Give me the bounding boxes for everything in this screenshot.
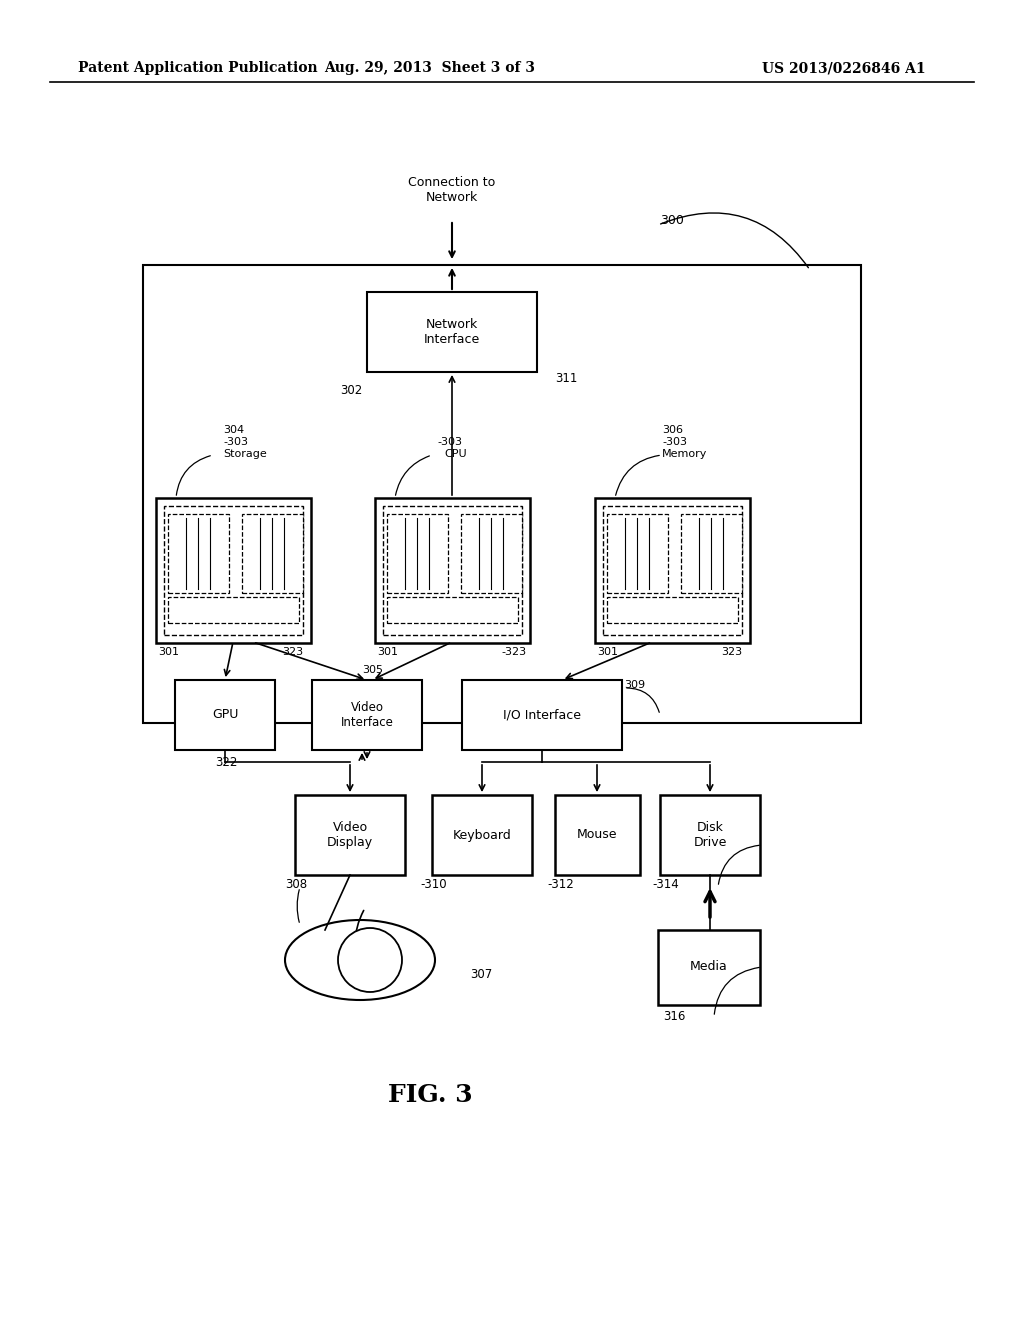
Bar <box>658 931 760 1005</box>
Text: 322: 322 <box>215 755 238 768</box>
Text: 308: 308 <box>285 879 307 891</box>
Text: Video
Display: Video Display <box>327 821 373 849</box>
Text: -303: -303 <box>437 437 462 447</box>
Text: I/O Interface: I/O Interface <box>503 709 581 722</box>
Bar <box>461 513 522 593</box>
Text: Storage: Storage <box>223 449 266 459</box>
Text: Network
Interface: Network Interface <box>424 318 480 346</box>
Bar <box>607 597 738 623</box>
Text: US 2013/0226846 A1: US 2013/0226846 A1 <box>762 61 926 75</box>
Bar <box>375 498 530 643</box>
Text: 323: 323 <box>282 647 303 657</box>
Circle shape <box>338 928 402 993</box>
Bar <box>156 498 311 643</box>
Ellipse shape <box>285 920 435 1001</box>
Bar <box>312 680 422 750</box>
Bar <box>383 506 522 635</box>
Text: Video
Interface: Video Interface <box>341 701 393 729</box>
Bar <box>462 680 622 750</box>
Bar <box>367 292 537 372</box>
Text: Keyboard: Keyboard <box>453 829 511 842</box>
Bar <box>681 513 742 593</box>
Bar <box>660 795 760 875</box>
Bar <box>387 597 518 623</box>
Bar <box>168 513 229 593</box>
Text: 301: 301 <box>377 647 398 657</box>
Bar <box>555 795 640 875</box>
Bar <box>387 513 449 593</box>
Text: 301: 301 <box>158 647 179 657</box>
Text: -310: -310 <box>420 879 446 891</box>
Text: Patent Application Publication: Patent Application Publication <box>78 61 317 75</box>
Text: CPU: CPU <box>444 449 467 459</box>
Text: 306: 306 <box>662 425 683 436</box>
Bar <box>432 795 532 875</box>
Bar <box>143 265 861 723</box>
Bar <box>607 513 668 593</box>
Text: Mouse: Mouse <box>577 829 617 842</box>
Text: -303: -303 <box>223 437 248 447</box>
Bar <box>603 506 742 635</box>
Text: -323: -323 <box>501 647 526 657</box>
Text: -303: -303 <box>662 437 687 447</box>
Text: 311: 311 <box>555 371 578 384</box>
Text: 304: 304 <box>223 425 244 436</box>
Text: Connection to
Network: Connection to Network <box>409 176 496 205</box>
Text: 300: 300 <box>660 214 684 227</box>
Text: 301: 301 <box>597 647 618 657</box>
Text: -312: -312 <box>547 879 573 891</box>
Bar <box>242 513 303 593</box>
Text: GPU: GPU <box>212 709 239 722</box>
Text: 309: 309 <box>624 680 645 690</box>
Bar <box>164 506 303 635</box>
Bar <box>295 795 406 875</box>
Bar <box>168 597 299 623</box>
Text: 302: 302 <box>340 384 362 396</box>
Text: 307: 307 <box>470 969 493 982</box>
Text: 305: 305 <box>362 665 383 675</box>
Text: Media: Media <box>690 961 728 974</box>
Text: FIG. 3: FIG. 3 <box>388 1082 472 1107</box>
Bar <box>175 680 275 750</box>
Text: 316: 316 <box>663 1011 685 1023</box>
Text: -314: -314 <box>652 879 679 891</box>
Text: 323: 323 <box>721 647 742 657</box>
Text: Aug. 29, 2013  Sheet 3 of 3: Aug. 29, 2013 Sheet 3 of 3 <box>325 61 536 75</box>
Text: Memory: Memory <box>662 449 708 459</box>
Bar <box>595 498 750 643</box>
Text: Disk
Drive: Disk Drive <box>693 821 727 849</box>
